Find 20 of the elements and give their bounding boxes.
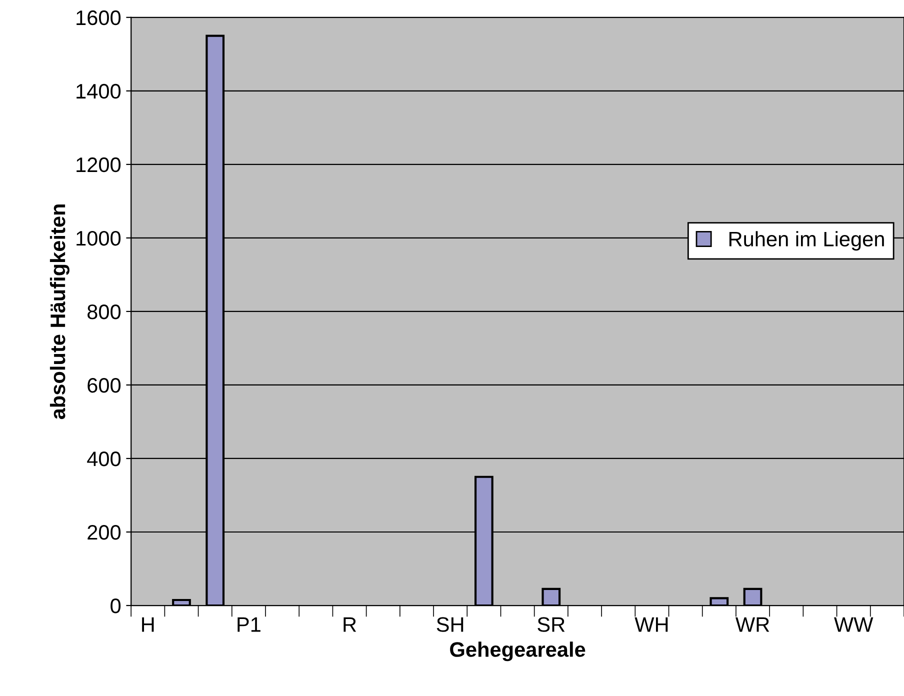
y-tick-label: 200 bbox=[88, 525, 121, 540]
x-tick-label: R bbox=[344, 617, 356, 632]
x-axis-title: Gehegeareale bbox=[450, 642, 586, 662]
legend-label: Ruhen im Liegen bbox=[729, 231, 884, 251]
y-tick-label: 1200 bbox=[76, 157, 121, 172]
y-tick-label: 800 bbox=[88, 304, 121, 320]
y-axis-title: absolute Häufigkeiten bbox=[50, 204, 70, 420]
y-tick-label: 1600 bbox=[76, 10, 121, 26]
y-tick-label: 0 bbox=[110, 598, 121, 614]
x-tick-label: WH bbox=[634, 617, 668, 632]
x-tick-label: WR bbox=[736, 617, 770, 632]
x-tick-label: WW bbox=[834, 617, 874, 632]
x-tick-label: H bbox=[142, 617, 154, 632]
y-tick-label: 400 bbox=[87, 451, 121, 466]
x-tick-label: P1 bbox=[238, 617, 260, 632]
y-tick-label: 600 bbox=[88, 378, 121, 393]
y-tick-label: 1000 bbox=[76, 230, 121, 246]
x-tick-label: SH bbox=[436, 617, 464, 632]
x-tick-label: SR bbox=[538, 617, 565, 632]
y-tick-label: 1400 bbox=[76, 84, 121, 99]
